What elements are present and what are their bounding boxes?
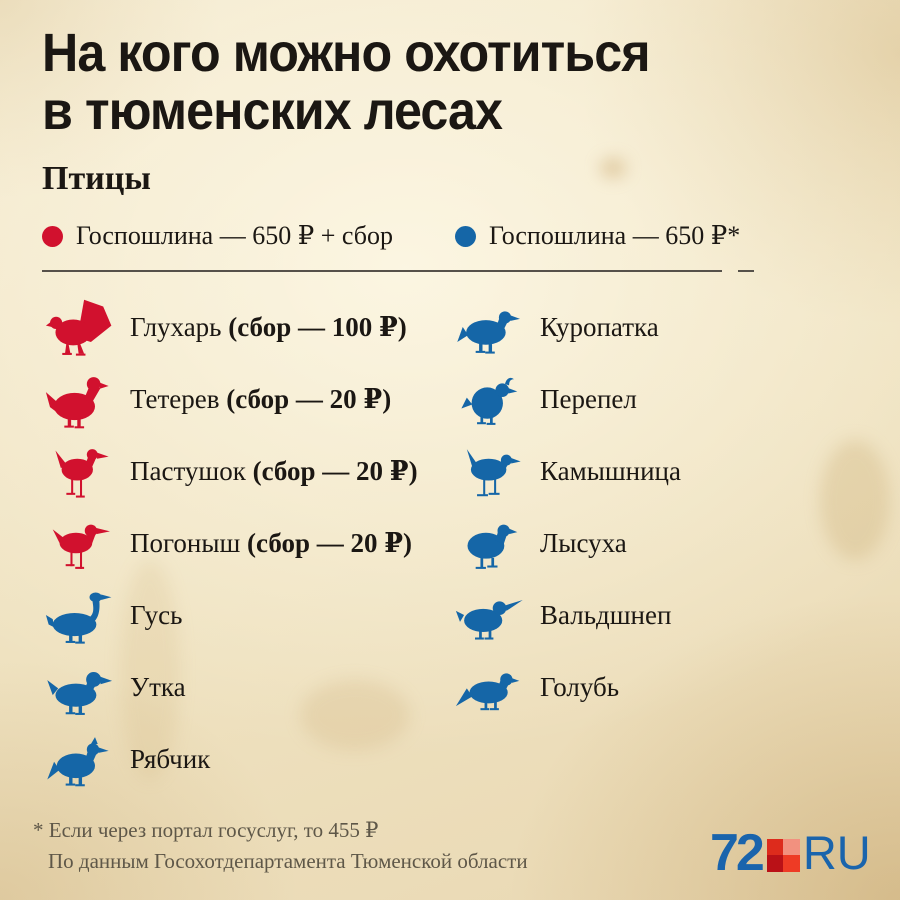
- parchment-stain: [600, 158, 626, 178]
- bird-label: Утка: [130, 672, 186, 703]
- pigeon-icon: [455, 673, 520, 711]
- legend: Госпошлина — 650 ₽ + сбор Госпошлина — 6…: [42, 221, 740, 251]
- bird-name: Тетерев: [130, 383, 220, 414]
- bird-row-capercaillie: Глухарь (сбор — 100 ₽): [42, 291, 452, 363]
- partridge-icon: [457, 311, 520, 354]
- logo-square-quadrant: [766, 838, 784, 855]
- moorhen-icon: [466, 449, 521, 497]
- bird-row-partridge: Куропатка: [452, 291, 858, 363]
- bird-label: Камышница: [540, 456, 681, 487]
- bird-name: Куропатка: [540, 311, 659, 342]
- title-line-1: На кого можно охотиться: [42, 23, 650, 83]
- goose-icon: [45, 592, 112, 644]
- bird-fee: (сбор — 20 ₽): [252, 455, 418, 486]
- bird-name: Погоныш: [130, 527, 241, 558]
- bird-name: Перепел: [540, 383, 637, 414]
- bird-label: Вальдшнеп: [540, 600, 671, 631]
- logo-square-quadrant: [783, 838, 800, 855]
- section-subtitle: Птицы: [42, 160, 151, 197]
- bird-row-woodcock: Вальдшнеп: [452, 579, 858, 651]
- bird-fee: (сбор — 100 ₽): [228, 311, 407, 342]
- bird-label: Перепел: [540, 384, 637, 415]
- logo-square-icon: [766, 838, 800, 872]
- logo-ru-text: RU: [802, 826, 871, 879]
- logo-72-text: 72: [710, 824, 765, 882]
- page-title: На кого можно охотиться в тюменских лесах: [42, 24, 650, 140]
- bird-name: Вальдшнеп: [540, 599, 672, 630]
- divider-line: [42, 270, 754, 272]
- red-dot-icon: [42, 225, 63, 247]
- bird-row-hazel-grouse: Рябчик: [42, 723, 452, 795]
- bird-row-black-grouse: Тетерев (сбор — 20 ₽): [42, 363, 452, 435]
- bird-label: Голубь: [540, 672, 619, 703]
- bird-label: Гусь: [130, 600, 182, 631]
- bird-label: Рябчик: [130, 744, 210, 775]
- bird-name: Голубь: [540, 671, 620, 702]
- logo-square-quadrant: [766, 855, 784, 872]
- hazel-grouse-icon: [47, 737, 109, 787]
- black-grouse-icon: [45, 377, 109, 429]
- bird-label: Пастушок (сбор — 20 ₽): [130, 456, 418, 487]
- capercaillie-icon: [45, 299, 112, 356]
- duck-icon: [47, 672, 113, 715]
- source-note: По данным Госохотдепартамента Тюменской …: [48, 849, 528, 873]
- bird-row-goose: Гусь: [42, 579, 452, 651]
- bird-name: Пастушок: [130, 455, 246, 486]
- bird-label: Куропатка: [540, 312, 659, 343]
- bird-column-right: Куропатка Перепел Камышница Лысуха Вальд…: [452, 291, 858, 723]
- bird-row-quail: Перепел: [452, 363, 858, 435]
- bird-name: Утка: [130, 671, 186, 702]
- blue-dot-icon: [455, 225, 476, 247]
- bird-name: Глухарь: [130, 311, 222, 342]
- bird-row-coot: Лысуха: [452, 507, 858, 579]
- bird-row-water-rail: Пастушок (сбор — 20 ₽): [42, 435, 452, 507]
- legend-label-blue: Госпошлина — 650 ₽*: [489, 221, 741, 250]
- bird-label: Лысуха: [540, 528, 627, 559]
- bird-label: Тетерев (сбор — 20 ₽): [130, 384, 391, 415]
- bird-fee: (сбор — 20 ₽): [226, 383, 392, 414]
- legend-item-blue: Госпошлина — 650 ₽*: [455, 221, 740, 251]
- bird-row-moorhen: Камышница: [452, 435, 858, 507]
- crake-icon: [52, 524, 110, 569]
- bird-name: Рябчик: [130, 743, 211, 774]
- legend-item-red: Госпошлина — 650 ₽ + сбор: [42, 221, 455, 251]
- bird-name: Лысуха: [540, 527, 627, 558]
- bird-name: Камышница: [540, 455, 681, 486]
- bird-fee: (сбор — 20 ₽): [247, 527, 413, 558]
- bird-row-pigeon: Голубь: [452, 651, 858, 723]
- coot-icon: [467, 524, 518, 569]
- bird-label: Глухарь (сбор — 100 ₽): [130, 312, 407, 343]
- bird-name: Гусь: [130, 599, 183, 630]
- quail-icon: [461, 377, 518, 425]
- bird-row-crake: Погоныш (сбор — 20 ₽): [42, 507, 452, 579]
- footnote-gosuslugi: * Если через портал госуслуг, то 455 ₽: [33, 818, 379, 842]
- logo-72ru[interactable]: 72 RU: [710, 824, 871, 882]
- bird-label: Погоныш (сбор — 20 ₽): [130, 528, 412, 559]
- woodcock-icon: [455, 600, 523, 640]
- legend-label-red: Госпошлина — 650 ₽ + сбор: [76, 221, 394, 250]
- bird-row-duck: Утка: [42, 651, 452, 723]
- logo-square-quadrant: [783, 855, 800, 872]
- water-rail-icon: [55, 449, 109, 498]
- bird-column-left: Глухарь (сбор — 100 ₽) Тетерев (сбор — 2…: [42, 291, 452, 795]
- title-line-2: в тюменских лесах: [42, 81, 503, 141]
